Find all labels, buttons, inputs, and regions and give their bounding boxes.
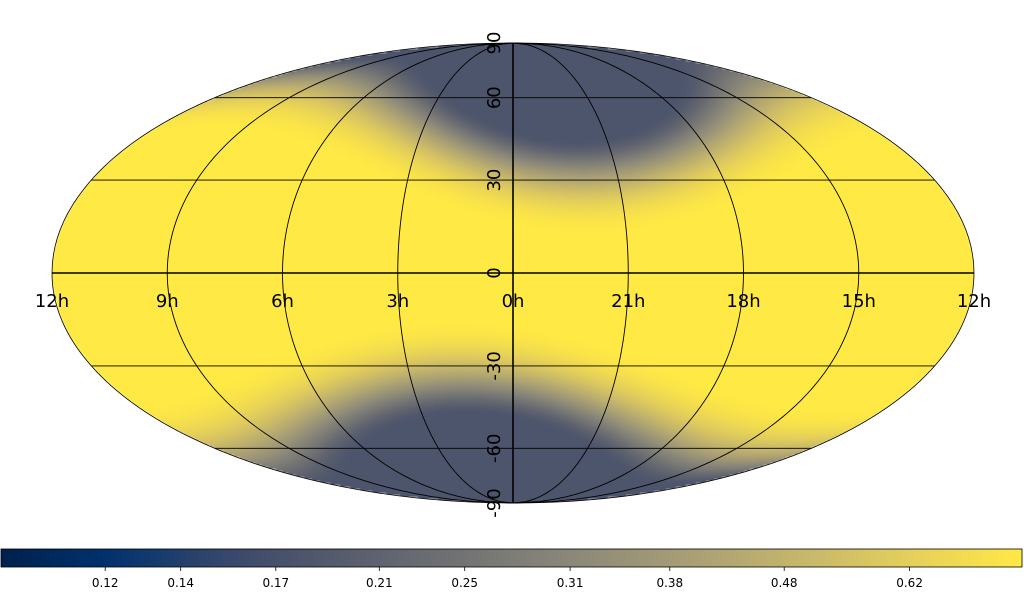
ra-tick-label: 3h: [386, 291, 409, 312]
dec-tick-label: -60: [484, 434, 505, 463]
ra-tick-label: 21h: [611, 291, 645, 312]
meridian-line: [512, 42, 629, 504]
dec-tick-label: -30: [484, 351, 505, 380]
ra-tick-label: 6h: [271, 291, 294, 312]
meridian-line: [397, 42, 514, 504]
ra-tick-label: 12h: [35, 291, 69, 312]
dec-tick-label: 90: [484, 32, 505, 55]
dec-tick-labels: 90 60 30 0 -30 -60 -90: [484, 32, 505, 518]
colorbar-tick-label: 0.38: [656, 576, 683, 590]
colorbar-tick-label: 0.62: [896, 576, 923, 590]
ra-tick-label: 18h: [726, 291, 760, 312]
meridian-line: [512, 42, 744, 504]
ra-tick-labels: 12h 9h 6h 3h 0h 21h 18h 15h 12h: [35, 291, 991, 312]
colorbar-tick-label: 0.31: [557, 576, 584, 590]
colorbar-tick-label: 0.17: [262, 576, 289, 590]
graticule: [52, 42, 974, 504]
colorbar: [0, 548, 1023, 568]
dec-tick-label: -90: [484, 488, 505, 517]
meridian-line: [282, 42, 514, 504]
dec-tick-label: 30: [484, 169, 505, 192]
colorbar-tick-label: 0.25: [451, 576, 478, 590]
meridian-line: [512, 42, 860, 504]
map-outline: [51, 42, 975, 504]
colorbar-tick-label: 0.48: [771, 576, 798, 590]
ra-tick-label: 12h: [957, 291, 991, 312]
colorbar-ticks: 0.12 0.14 0.17 0.21 0.25 0.31 0.38 0.48 0.62: [92, 567, 923, 590]
ra-tick-label: 9h: [156, 291, 179, 312]
dec-tick-label: 60: [484, 86, 505, 109]
ra-tick-label: 15h: [842, 291, 876, 312]
colorbar-tick-label: 0.21: [366, 576, 393, 590]
ra-tick-label: 0h: [502, 291, 525, 312]
meridian-line: [166, 42, 514, 504]
dec-tick-label: 0: [484, 267, 505, 278]
colorbar-tick-label: 0.12: [92, 576, 119, 590]
colorbar-tick-label: 0.14: [167, 576, 194, 590]
